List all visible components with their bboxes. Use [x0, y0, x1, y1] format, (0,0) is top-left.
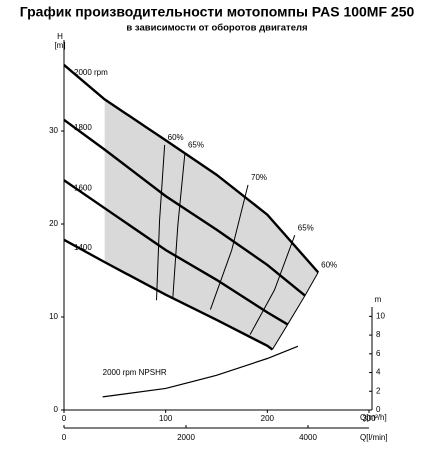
x-tick-label: 200 — [261, 414, 275, 423]
operating-region — [104, 99, 319, 350]
series-label: 1600 — [74, 183, 92, 192]
y2-tick-label: 6 — [376, 349, 381, 358]
y-axis-label: H — [57, 32, 63, 41]
x-tick-label: 100 — [159, 414, 173, 423]
x-tick-label: 0 — [62, 414, 67, 423]
y-tick-label: 10 — [49, 312, 58, 321]
x-axis-label: Q[m³/h] — [360, 413, 387, 422]
efficiency-label: 60% — [321, 260, 337, 269]
series-label: 1800 — [74, 123, 92, 132]
efficiency-line — [172, 152, 186, 299]
y-axis-unit: [m] — [54, 41, 65, 50]
y2-tick-label: 8 — [376, 330, 381, 339]
efficiency-line — [249, 234, 296, 335]
y2-axis-label: m — [375, 295, 382, 304]
y-tick-label: 0 — [54, 405, 59, 414]
series-label: 2000 rpm — [74, 68, 108, 77]
x2-axis-label: Q[l/min] — [360, 433, 388, 442]
pump-curve — [63, 64, 320, 274]
x-tick-label: 300 — [362, 414, 376, 423]
x2-tick-label: 2000 — [177, 433, 195, 442]
y2-tick-label: 4 — [376, 368, 381, 377]
efficiency-line — [271, 272, 319, 350]
npsh-curve — [102, 345, 299, 398]
chart-title: График производительности мотопомпы PAS … — [20, 4, 415, 20]
y2-tick-label: 2 — [376, 386, 381, 395]
efficiency-label: 65% — [298, 223, 314, 232]
pump-curve — [63, 179, 289, 326]
chart-subtitle: в зависимости от оборотов двигателя — [126, 23, 307, 34]
efficiency-label: 60% — [168, 133, 184, 142]
y-tick-label: 30 — [49, 126, 58, 135]
y-tick-label: 20 — [49, 219, 58, 228]
y2-tick-label: 10 — [376, 311, 385, 320]
x2-tick-label: 4000 — [299, 433, 317, 442]
efficiency-line — [156, 144, 166, 301]
series-label: 2000 rpm NPSHR — [103, 368, 167, 377]
efficiency-label: 70% — [251, 173, 267, 182]
series-label: 1400 — [74, 243, 92, 252]
x2-tick-label: 0 — [62, 433, 67, 442]
y2-tick-label: 0 — [376, 405, 381, 414]
efficiency-line — [209, 184, 249, 310]
pump-curve — [63, 118, 306, 297]
efficiency-label: 65% — [188, 140, 204, 149]
pump-curve — [63, 238, 274, 351]
